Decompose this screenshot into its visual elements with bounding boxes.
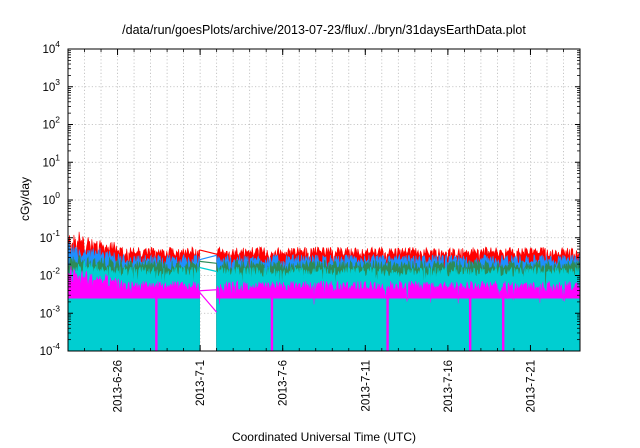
series-blue-gap-connector (199, 254, 217, 261)
y-tick-label: 10-2 (40, 266, 61, 283)
series-magenta-gap-connector (199, 291, 218, 313)
dropout-spike (502, 298, 505, 351)
y-axis-label: cGy/day (18, 177, 32, 221)
y-tick-label: 104 (42, 39, 60, 56)
chart-title: /data/run/goesPlots/archive/2013-07-23/f… (122, 23, 526, 37)
dropout-spike (270, 298, 274, 351)
series-magenta-gap-connector (199, 289, 217, 292)
dropout-spike (468, 298, 472, 351)
plot-frame (67, 48, 581, 352)
x-tick-label: 2013-6-26 (113, 360, 125, 412)
x-tick-label: 2013-7-16 (443, 360, 455, 412)
axes: 10-4 10-3 10-2 10-1 100 101 102 103 104 2013-6-26… (40, 39, 581, 412)
y-tick-label: 102 (42, 115, 60, 132)
y-tick-label: 103 (42, 77, 60, 94)
series-magenta-band (216, 280, 580, 305)
series-cyan-band (67, 260, 200, 352)
x-tick-label: 2013-7-21 (525, 360, 537, 412)
series-red-gap-connector (199, 249, 217, 255)
y-tick-label: 10-3 (40, 303, 61, 320)
y-tick-label: 101 (42, 152, 60, 169)
series-magenta-band (67, 266, 200, 299)
x-tick-label: 2013-7-6 (278, 360, 290, 406)
x-tick-label: 2013-7-1 (195, 360, 207, 406)
y-tick-label: 10-1 (40, 228, 61, 245)
series-green-gap-connector (199, 260, 217, 264)
y-tick-label: 10-4 (40, 341, 61, 358)
series-cyan-gap-connector (199, 266, 217, 273)
dropout-spike (386, 298, 389, 351)
x-tick-label: 2013-7-11 (360, 360, 372, 412)
x-axis-label: Coordinated Universal Time (UTC) (232, 430, 416, 444)
dropout-spike (155, 298, 158, 351)
data-series (67, 231, 580, 352)
y-tick-label: 100 (42, 190, 60, 207)
